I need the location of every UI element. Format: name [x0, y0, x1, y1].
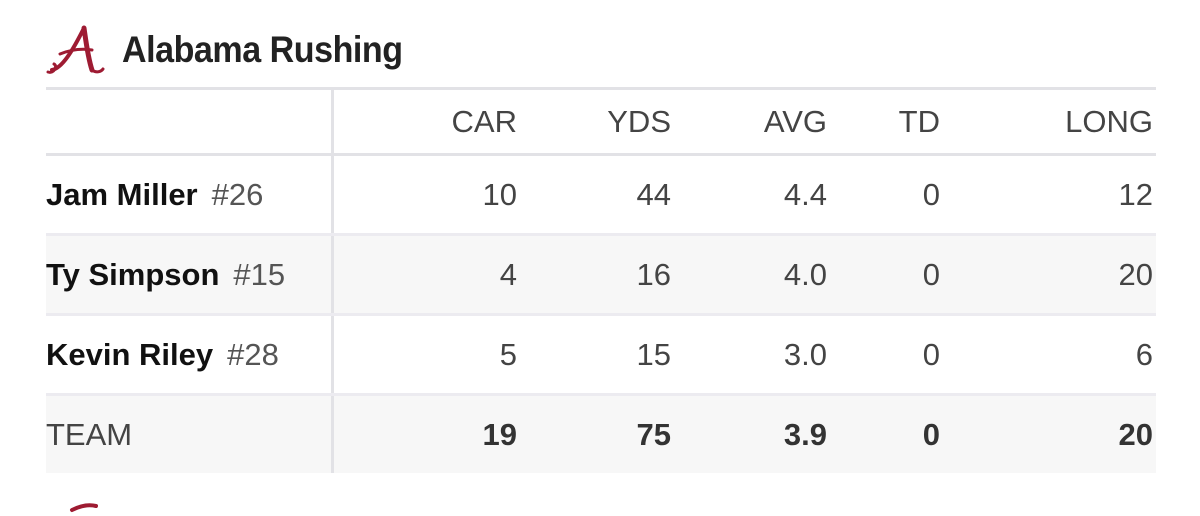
- cell-yds: 15: [636, 336, 671, 372]
- column-header-car: CAR: [451, 103, 517, 139]
- cell-long: 20: [1118, 256, 1153, 292]
- section-header: Alabama Rushing: [46, 20, 427, 80]
- player-number: #26: [211, 176, 264, 212]
- team-td: 0: [922, 416, 940, 452]
- table-row: Ty Simpson #15 4 16 4.0 0 20: [46, 236, 1156, 316]
- cell-td: 0: [922, 256, 940, 292]
- cell-car: 10: [482, 176, 517, 212]
- table-row: Kevin Riley #28 5 15 3.0 0 6: [46, 316, 1156, 396]
- cell-yds: 16: [636, 256, 671, 292]
- team-long: 20: [1118, 416, 1153, 452]
- table-header-row: CAR YDS AVG TD LONG: [46, 90, 1156, 156]
- page-title: Alabama Rushing: [122, 29, 403, 70]
- cell-long: 12: [1118, 176, 1153, 212]
- column-header-yds: YDS: [607, 103, 671, 139]
- column-header-avg: AVG: [763, 103, 827, 139]
- cell-avg: 4.4: [783, 176, 827, 212]
- cell-td: 0: [922, 336, 940, 372]
- team-cell: TEAM: [46, 396, 334, 473]
- player-name[interactable]: Kevin Riley: [46, 336, 214, 372]
- player-name[interactable]: Ty Simpson: [46, 256, 220, 292]
- team-totals-row: TEAM 19 75 3.9 0 20: [46, 396, 1156, 473]
- next-section-logo-icon: [66, 496, 106, 516]
- player-name[interactable]: Jam Miller: [46, 176, 198, 212]
- player-cell: Kevin Riley #28: [46, 316, 334, 393]
- player-number: #15: [233, 256, 286, 292]
- rushing-stats-table: CAR YDS AVG TD LONG Jam Miller #26 10 44…: [46, 87, 1156, 473]
- team-car: 19: [482, 416, 517, 452]
- cell-td: 0: [922, 176, 940, 212]
- cell-avg: 4.0: [783, 256, 827, 292]
- header-name-cell: [46, 90, 334, 153]
- alabama-logo-icon: [46, 22, 106, 78]
- player-cell: Jam Miller #26: [46, 156, 334, 233]
- column-header-long: LONG: [1065, 103, 1153, 139]
- column-header-td: TD: [898, 103, 940, 139]
- table-row: Jam Miller #26 10 44 4.4 0 12: [46, 156, 1156, 236]
- cell-yds: 44: [636, 176, 671, 212]
- player-number: #28: [227, 336, 279, 372]
- cell-long: 6: [1135, 336, 1153, 372]
- player-cell: Ty Simpson #15: [46, 236, 334, 313]
- cell-avg: 3.0: [783, 336, 827, 372]
- team-label: TEAM: [46, 416, 133, 452]
- team-yds: 75: [636, 416, 671, 452]
- cell-car: 4: [499, 256, 517, 292]
- team-avg: 3.9: [783, 416, 827, 452]
- cell-car: 5: [499, 336, 517, 372]
